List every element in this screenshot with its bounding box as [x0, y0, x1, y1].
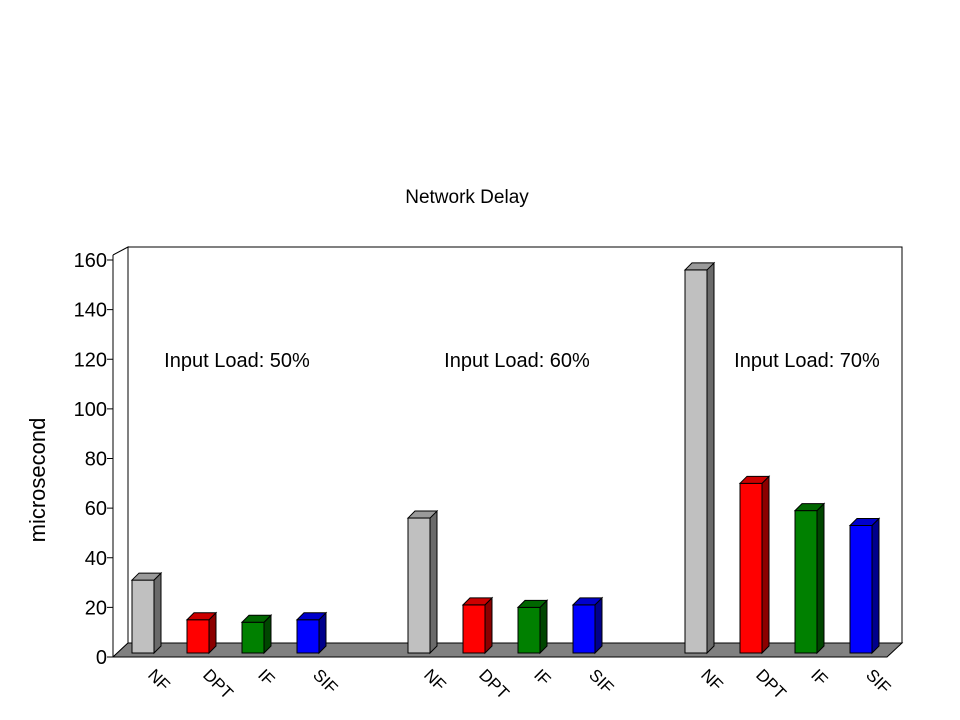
y-tick-label: 80: [85, 449, 107, 471]
chart-title: Network Delay: [405, 187, 529, 208]
bar-front: [517, 606, 541, 654]
bar-front: [572, 604, 596, 654]
bar-top: [295, 612, 328, 621]
y-axis-label: microsecond: [25, 418, 50, 543]
bar-dpt-group-1: [185, 611, 218, 655]
bar-dpt-group-3: [738, 475, 771, 655]
bar-sif-group-1: [295, 611, 328, 655]
back-wall: [127, 246, 903, 644]
bar-side: [761, 475, 770, 655]
category-label: DPT: [475, 665, 512, 702]
floor: [111, 642, 904, 658]
category-label: IF: [530, 665, 554, 689]
bar-front: [296, 619, 320, 654]
bar-side: [594, 596, 603, 655]
y-axis: 0 20 40 60 80 100 120 140 160: [74, 250, 114, 669]
bar-side: [539, 599, 548, 655]
bar-if-group-1: [240, 614, 273, 655]
plot-frame: [111, 246, 904, 658]
bar-front: [849, 524, 873, 654]
y-tick-label: 140: [74, 300, 107, 322]
y-tick-label: 0: [96, 647, 107, 669]
bar-front: [794, 510, 818, 654]
bar-side: [816, 502, 825, 655]
group-annotations: Input Load: 50% Input Load: 60% Input Load…: [164, 350, 880, 372]
y-tick-label: 40: [85, 548, 107, 570]
bar-top: [130, 572, 163, 581]
left-wall: [112, 246, 129, 658]
category-label: DPT: [752, 665, 789, 702]
bar-top: [406, 510, 439, 519]
bar-front: [684, 269, 708, 654]
bar-dpt-group-2: [461, 596, 494, 655]
category-label: NF: [144, 665, 173, 694]
bar-if-group-3: [793, 502, 826, 655]
category-label: IF: [807, 665, 831, 689]
category-labels: NF DPT IF SIF NF DPT IF SIF NF DPT IF SIF: [144, 665, 894, 702]
bar-top: [516, 599, 549, 608]
bar-nf-group-3: [683, 261, 716, 655]
category-label: IF: [254, 665, 278, 689]
bar-side: [153, 571, 162, 655]
bar-sif-group-2: [571, 596, 604, 655]
y-tick-label: 20: [85, 597, 107, 619]
bar-front: [407, 517, 431, 654]
bar-front: [241, 621, 265, 654]
y-tick-label: 120: [74, 349, 107, 371]
bar-front: [186, 619, 210, 654]
category-label: SIF: [309, 665, 341, 697]
bar-nf-group-2: [406, 509, 439, 655]
group-annotation: Input Load: 50%: [164, 350, 310, 372]
category-label: NF: [420, 665, 449, 694]
y-tick-label: 100: [74, 399, 107, 421]
bar-side: [429, 509, 438, 655]
group-annotation: Input Load: 60%: [444, 350, 590, 372]
bar-front: [462, 604, 486, 654]
category-label: NF: [697, 665, 726, 694]
y-tick-label: 160: [74, 250, 107, 272]
category-label: DPT: [199, 665, 236, 702]
bar-top: [185, 612, 218, 621]
bars: [130, 261, 881, 655]
bar-top: [240, 614, 273, 623]
bar-front: [131, 579, 155, 654]
category-label: SIF: [585, 665, 617, 697]
category-label: SIF: [862, 665, 894, 697]
bar-top: [848, 517, 881, 526]
bar-top: [571, 597, 604, 606]
bar-side: [706, 261, 715, 655]
bar-top: [683, 262, 716, 271]
bar-sif-group-3: [848, 517, 881, 655]
group-annotation: Input Load: 70%: [734, 350, 880, 372]
bar-nf-group-1: [130, 571, 163, 655]
y-tick-label: 60: [85, 498, 107, 520]
bar-top: [738, 475, 771, 484]
bar-top: [461, 597, 494, 606]
bar-top: [793, 503, 826, 512]
bar-side: [484, 596, 493, 655]
bar-front: [739, 482, 763, 654]
bar-if-group-2: [516, 599, 549, 655]
bar-side: [871, 517, 880, 655]
